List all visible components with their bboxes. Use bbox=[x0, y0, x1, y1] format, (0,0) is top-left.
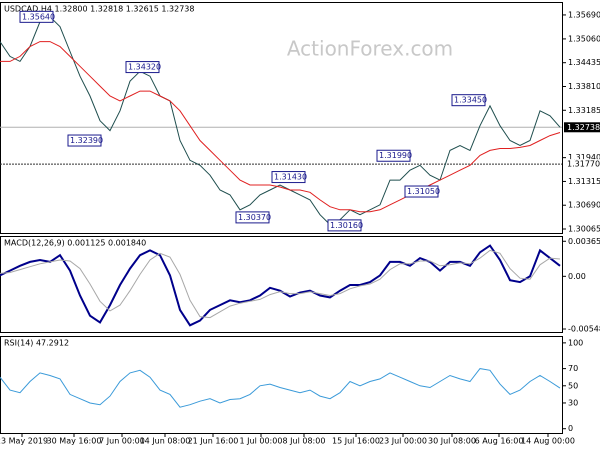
panel-frame bbox=[0, 336, 563, 434]
y-tick-label: 0.003651 bbox=[568, 237, 600, 246]
x-tick-label: 30 Jul 08:00 bbox=[428, 437, 476, 446]
x-tick-label: 14 Aug 00:00 bbox=[521, 437, 575, 446]
annotation-label: 1.30160 bbox=[330, 221, 363, 230]
annotation-box bbox=[271, 171, 306, 184]
price-tag bbox=[564, 159, 600, 170]
x-tick-label: 8 Jul 08:00 bbox=[283, 437, 326, 446]
series-line bbox=[0, 249, 561, 319]
annotation-box bbox=[125, 61, 160, 74]
series-line bbox=[0, 368, 561, 408]
x-tick-label: 7 Jun 00:00 bbox=[99, 437, 145, 446]
x-tick-label: 6 Aug 16:00 bbox=[475, 437, 524, 446]
annotation-label: 1.31050 bbox=[407, 187, 440, 196]
x-tick-label: 21 Jun 16:00 bbox=[188, 437, 239, 446]
panel-title: USDCAD,H4 1.32800 1.32818 1.32615 1.3273… bbox=[4, 5, 194, 14]
y-tick-label: 1.30065 bbox=[568, 225, 600, 234]
annotation-box bbox=[404, 185, 439, 198]
y-tick-label: 1.33810 bbox=[568, 82, 600, 91]
y-tick-label: 30 bbox=[568, 398, 578, 407]
y-tick-label: 1.33185 bbox=[568, 106, 600, 115]
series-line bbox=[0, 244, 561, 327]
panel-title: MACD(12,26,9) 0.001125 0.001840 bbox=[4, 239, 146, 248]
y-tick-label: 1.35690 bbox=[568, 10, 600, 19]
annotation-label: 1.30370 bbox=[238, 213, 271, 222]
x-tick-label: 1 Jul 00:00 bbox=[240, 437, 283, 446]
price-tag bbox=[564, 122, 600, 133]
y-tick-label: 1.31940 bbox=[568, 153, 600, 162]
y-tick-label: -0.005489 bbox=[568, 325, 600, 334]
annotation-label: 1.32390 bbox=[70, 136, 103, 145]
panel-frame bbox=[0, 236, 563, 333]
y-tick-label: 100 bbox=[568, 338, 583, 347]
annotation-label: 1.33450 bbox=[454, 96, 487, 105]
y-tick-label: 1.35060 bbox=[568, 34, 600, 43]
series-line bbox=[0, 16, 561, 226]
annotation-box bbox=[327, 219, 362, 232]
panel-title: RSI(14) 47.2912 bbox=[4, 339, 69, 348]
x-tick-label: 15 Jul 16:00 bbox=[332, 437, 380, 446]
annotation-box bbox=[235, 211, 270, 224]
y-tick-label: 50 bbox=[568, 381, 578, 390]
y-tick-label: 70 bbox=[568, 364, 578, 373]
y-tick-label: 1.31315 bbox=[568, 177, 600, 186]
price-tag-label: 1.31770 bbox=[567, 160, 600, 169]
annotation-label: 1.31430 bbox=[274, 173, 307, 182]
x-tick-label: 30 May 16:00 bbox=[47, 437, 102, 446]
watermark: ActionForex.com bbox=[287, 37, 453, 61]
annotation-box bbox=[67, 134, 102, 147]
x-tick-label: 14 Jun 08:00 bbox=[140, 437, 191, 446]
price-tag-label: 1.32738 bbox=[567, 123, 600, 132]
annotation-label: 1.35640 bbox=[22, 12, 55, 21]
annotation-box bbox=[451, 94, 486, 107]
annotation-label: 1.34320 bbox=[128, 63, 161, 72]
y-tick-label: 0 bbox=[568, 424, 573, 433]
annotation-label: 1.31990 bbox=[379, 151, 412, 160]
panel-frame bbox=[0, 2, 563, 234]
y-tick-label: 1.34435 bbox=[568, 58, 600, 67]
series-line bbox=[0, 41, 561, 213]
y-tick-label: 0.00 bbox=[568, 272, 586, 281]
y-tick-label: 1.30690 bbox=[568, 201, 600, 210]
x-tick-label: 23 May 2019 bbox=[0, 437, 48, 446]
annotation-box bbox=[376, 149, 411, 162]
x-tick-label: 23 Jul 00:00 bbox=[379, 437, 427, 446]
annotation-box bbox=[19, 10, 54, 23]
